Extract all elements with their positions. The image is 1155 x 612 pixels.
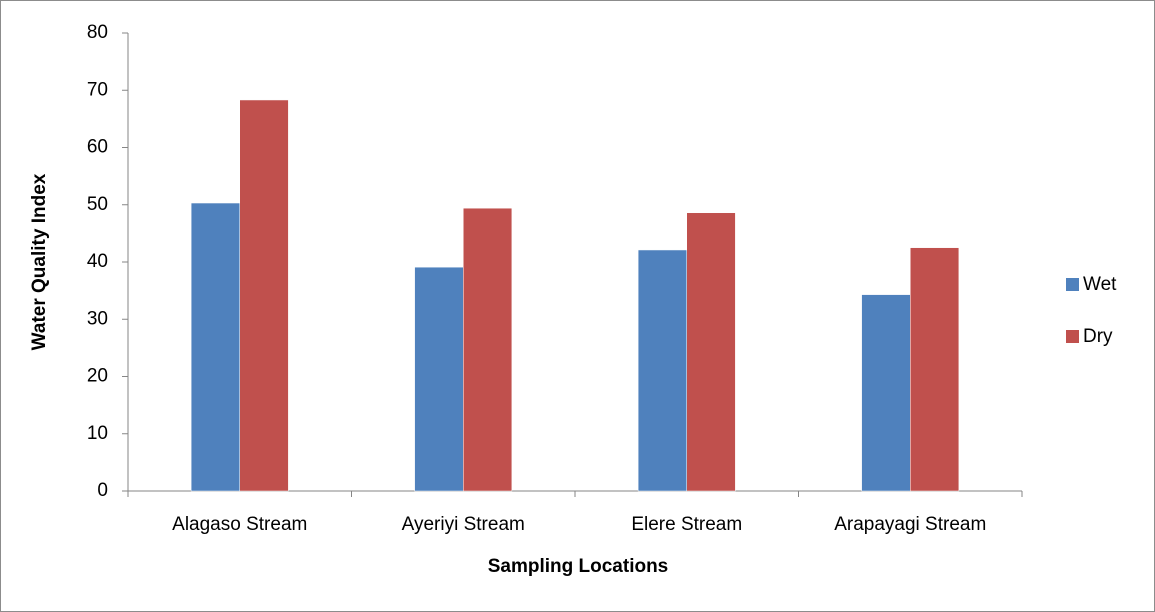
y-tick-label: 50 [87,194,108,215]
bar-wet-arapayagi-stream [861,294,911,492]
bar-dry-elere-stream [686,212,736,492]
y-tick-label: 30 [87,308,108,329]
x-tick-label: Ayeriyi Stream [402,514,525,535]
legend: Wet Dry [1066,274,1117,347]
legend-label-dry: Dry [1083,326,1113,347]
y-tick-label: 80 [87,22,108,43]
legend-swatch-wet [1066,278,1079,291]
x-axis-title: Sampling Locations [488,556,669,577]
y-tick-label: 70 [87,79,108,100]
x-axis: Alagaso Stream Ayeriyi Stream Elere Stream… [127,490,1023,535]
y-tick-label: 20 [87,366,108,387]
bar-dry-arapayagi-stream [910,247,960,492]
y-axis: 0 10 20 30 40 50 60 70 80 [87,22,129,501]
bars [190,99,960,492]
y-tick-label: 10 [87,423,108,444]
legend-swatch-dry [1066,330,1079,343]
y-tick-label: 40 [87,251,108,272]
bar-wet-elere-stream [637,249,687,492]
y-tick-label: 60 [87,137,108,158]
bar-wet-alagaso-stream [190,202,240,492]
bar-dry-alagaso-stream [239,99,289,492]
y-axis-title: Water Quality Index [29,173,50,350]
x-tick-label: Alagaso Stream [172,514,307,535]
legend-label-wet: Wet [1083,274,1117,295]
y-tick-label: 0 [97,480,108,501]
x-tick-label: Arapayagi Stream [834,514,986,535]
x-tick-label: Elere Stream [631,514,742,535]
bar-dry-ayeriyi-stream [463,207,513,492]
bar-wet-ayeriyi-stream [414,266,464,492]
